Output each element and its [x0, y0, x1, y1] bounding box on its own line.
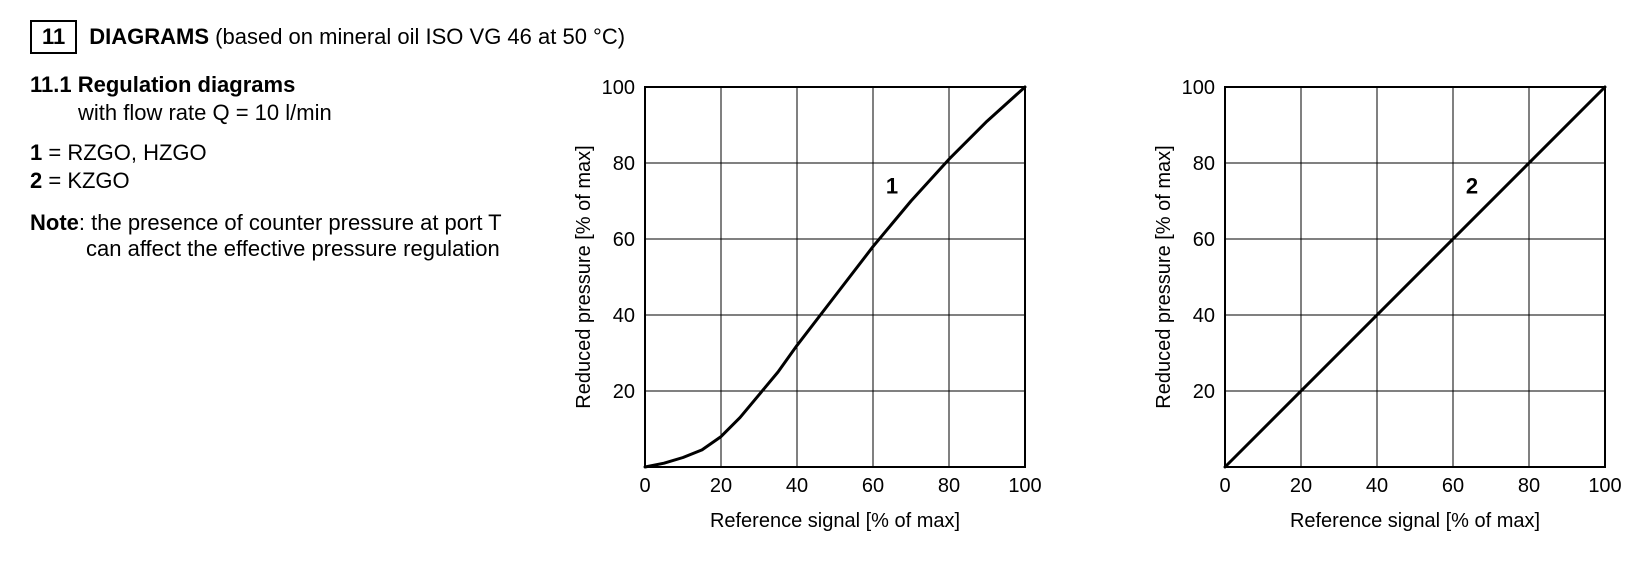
svg-text:0: 0 — [639, 475, 650, 497]
legend-key-2: 2 — [30, 168, 42, 193]
svg-text:80: 80 — [1518, 475, 1540, 497]
svg-text:20: 20 — [710, 475, 732, 497]
svg-text:0: 0 — [1219, 475, 1230, 497]
svg-text:80: 80 — [613, 153, 635, 175]
svg-text:60: 60 — [613, 229, 635, 251]
subsection-number: 11.1 — [30, 72, 72, 97]
svg-text:100: 100 — [602, 77, 635, 99]
svg-text:Reduced pressure [% of max]: Reduced pressure [% of max] — [1153, 145, 1175, 408]
subsection-title: Regulation diagrams — [78, 72, 296, 97]
svg-text:80: 80 — [938, 475, 960, 497]
subsection-detail: with flow rate Q = 10 l/min — [78, 100, 510, 126]
note-sep: : — [79, 210, 91, 235]
svg-text:40: 40 — [1193, 305, 1215, 327]
svg-text:2: 2 — [1466, 173, 1478, 198]
section-header: 11 DIAGRAMS (based on mineral oil ISO VG… — [30, 20, 1616, 54]
legend-key-1: 1 — [30, 140, 42, 165]
svg-text:100: 100 — [1008, 475, 1041, 497]
section-number-box: 11 — [30, 20, 77, 54]
note-line1: the presence of counter pressure at port… — [91, 210, 502, 235]
section-subtitle: (based on mineral oil ISO VG 46 at 50 °C… — [215, 24, 625, 49]
legend-val-2: = KZGO — [42, 168, 129, 193]
svg-text:40: 40 — [786, 475, 808, 497]
chart-2: 0 20 40 60 80 100 20 40 60 80 100 Reference signal … — [1140, 72, 1640, 552]
svg-text:20: 20 — [1193, 381, 1215, 403]
svg-text:Reference signal [% of max]: Reference signal [% of max] — [1290, 510, 1540, 532]
svg-text:60: 60 — [1193, 229, 1215, 251]
svg-text:100: 100 — [1588, 475, 1621, 497]
svg-text:20: 20 — [613, 381, 635, 403]
note-line2: can affect the effective pressure regula… — [30, 236, 510, 262]
note-block: Note: the presence of counter pressure a… — [30, 210, 510, 262]
description-column: 11.1 Regulation diagrams with flow rate … — [30, 72, 530, 262]
svg-text:Reference signal [% of max]: Reference signal [% of max] — [710, 510, 960, 532]
svg-text:60: 60 — [862, 475, 884, 497]
svg-text:100: 100 — [1182, 77, 1215, 99]
chart-1: 0 20 40 60 80 100 20 40 60 80 100 Reference signal … — [560, 72, 1060, 552]
svg-text:60: 60 — [1442, 475, 1464, 497]
svg-text:80: 80 — [1193, 153, 1215, 175]
svg-text:20: 20 — [1290, 475, 1312, 497]
charts-area: 02040608010020406080100Reference signal … — [560, 72, 1640, 552]
legend-item-2: 2 = KZGO — [30, 168, 510, 194]
svg-text:1: 1 — [886, 173, 898, 198]
note-label: Note — [30, 210, 79, 235]
svg-text:40: 40 — [613, 305, 635, 327]
legend-val-1: = RZGO, HZGO — [42, 140, 206, 165]
section-title: DIAGRAMS — [89, 24, 209, 49]
legend-item-1: 1 = RZGO, HZGO — [30, 140, 510, 166]
svg-text:40: 40 — [1366, 475, 1388, 497]
svg-text:Reduced pressure [% of max]: Reduced pressure [% of max] — [573, 145, 595, 408]
